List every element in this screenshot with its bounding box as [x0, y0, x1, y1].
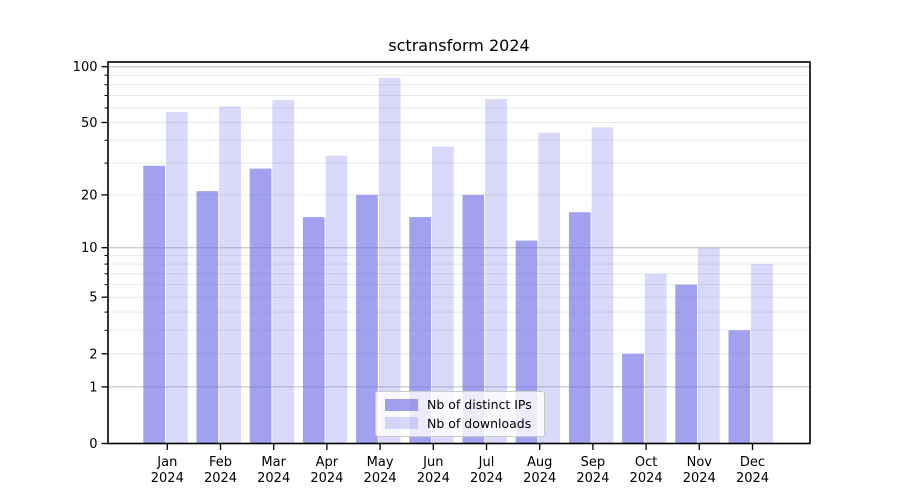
bar-dec-downloads [751, 264, 773, 444]
bar-jul-downloads [485, 99, 507, 444]
legend-label-downloads: Nb of downloads [427, 415, 532, 431]
x-tick-label: Oct 2024 [630, 455, 663, 486]
y-tick-label: 50 [81, 116, 98, 131]
bar-feb-downloads [219, 106, 241, 444]
x-tick-label: Jul 2024 [470, 455, 503, 486]
x-tick-label: Jan 2024 [151, 455, 184, 486]
bar-apr-distinct-ips [302, 217, 325, 444]
x-tick-label: Apr 2024 [310, 455, 343, 486]
bar-apr-downloads [325, 155, 348, 444]
legend-label-distinct-ips: Nb of distinct IPs [427, 397, 532, 413]
bar-mar-downloads [272, 100, 295, 444]
y-tick-label: 20 [81, 188, 98, 203]
y-tick-label: 0 [89, 437, 97, 452]
bar-feb-distinct-ips [196, 191, 219, 444]
y-tick-label: 5 [89, 291, 97, 306]
bar-nov-distinct-ips [675, 284, 697, 444]
bar-dec-distinct-ips [728, 330, 751, 444]
bar-sep-distinct-ips [568, 212, 591, 444]
x-tick-label: Feb 2024 [204, 455, 237, 486]
bar-jun-distinct-ips [409, 217, 431, 444]
x-tick-label: May 2024 [364, 455, 397, 486]
bar-sep-downloads [591, 127, 614, 444]
chart-title: sctransform 2024 [388, 36, 530, 55]
legend-swatch-distinct-ips [385, 398, 418, 411]
bar-jan-downloads [166, 112, 188, 444]
y-tick-label: 2 [89, 347, 97, 362]
bar-aug-downloads [538, 132, 561, 444]
x-tick-label: Nov 2024 [683, 455, 716, 486]
x-tick-label: Aug 2024 [523, 455, 556, 486]
chart-legend: Nb of distinct IPs Nb of downloads [375, 391, 545, 437]
bar-jun-downloads [432, 146, 454, 444]
x-tick-label: Jun 2024 [417, 455, 450, 486]
bar-may-distinct-ips [356, 194, 378, 444]
legend-item-downloads: Nb of downloads [385, 416, 538, 431]
plot-spines [107, 61, 811, 445]
y-tick-label: 10 [81, 241, 98, 256]
bar-oct-downloads [644, 273, 667, 444]
y-tick-label: 1 [89, 380, 97, 395]
y-tick-label: 100 [73, 60, 98, 75]
bar-jan-distinct-ips [143, 165, 165, 444]
bar-mar-distinct-ips [249, 168, 272, 444]
bar-oct-distinct-ips [622, 353, 644, 444]
bar-nov-downloads [698, 247, 720, 444]
bar-may-downloads [378, 77, 401, 444]
legend-item-distinct-ips: Nb of distinct IPs [385, 397, 538, 412]
x-tick-label: Sep 2024 [576, 455, 609, 486]
legend-swatch-downloads [385, 417, 418, 430]
x-tick-label: Mar 2024 [257, 455, 290, 486]
x-tick-label: Dec 2024 [736, 455, 769, 486]
bar-jul-distinct-ips [462, 194, 485, 444]
